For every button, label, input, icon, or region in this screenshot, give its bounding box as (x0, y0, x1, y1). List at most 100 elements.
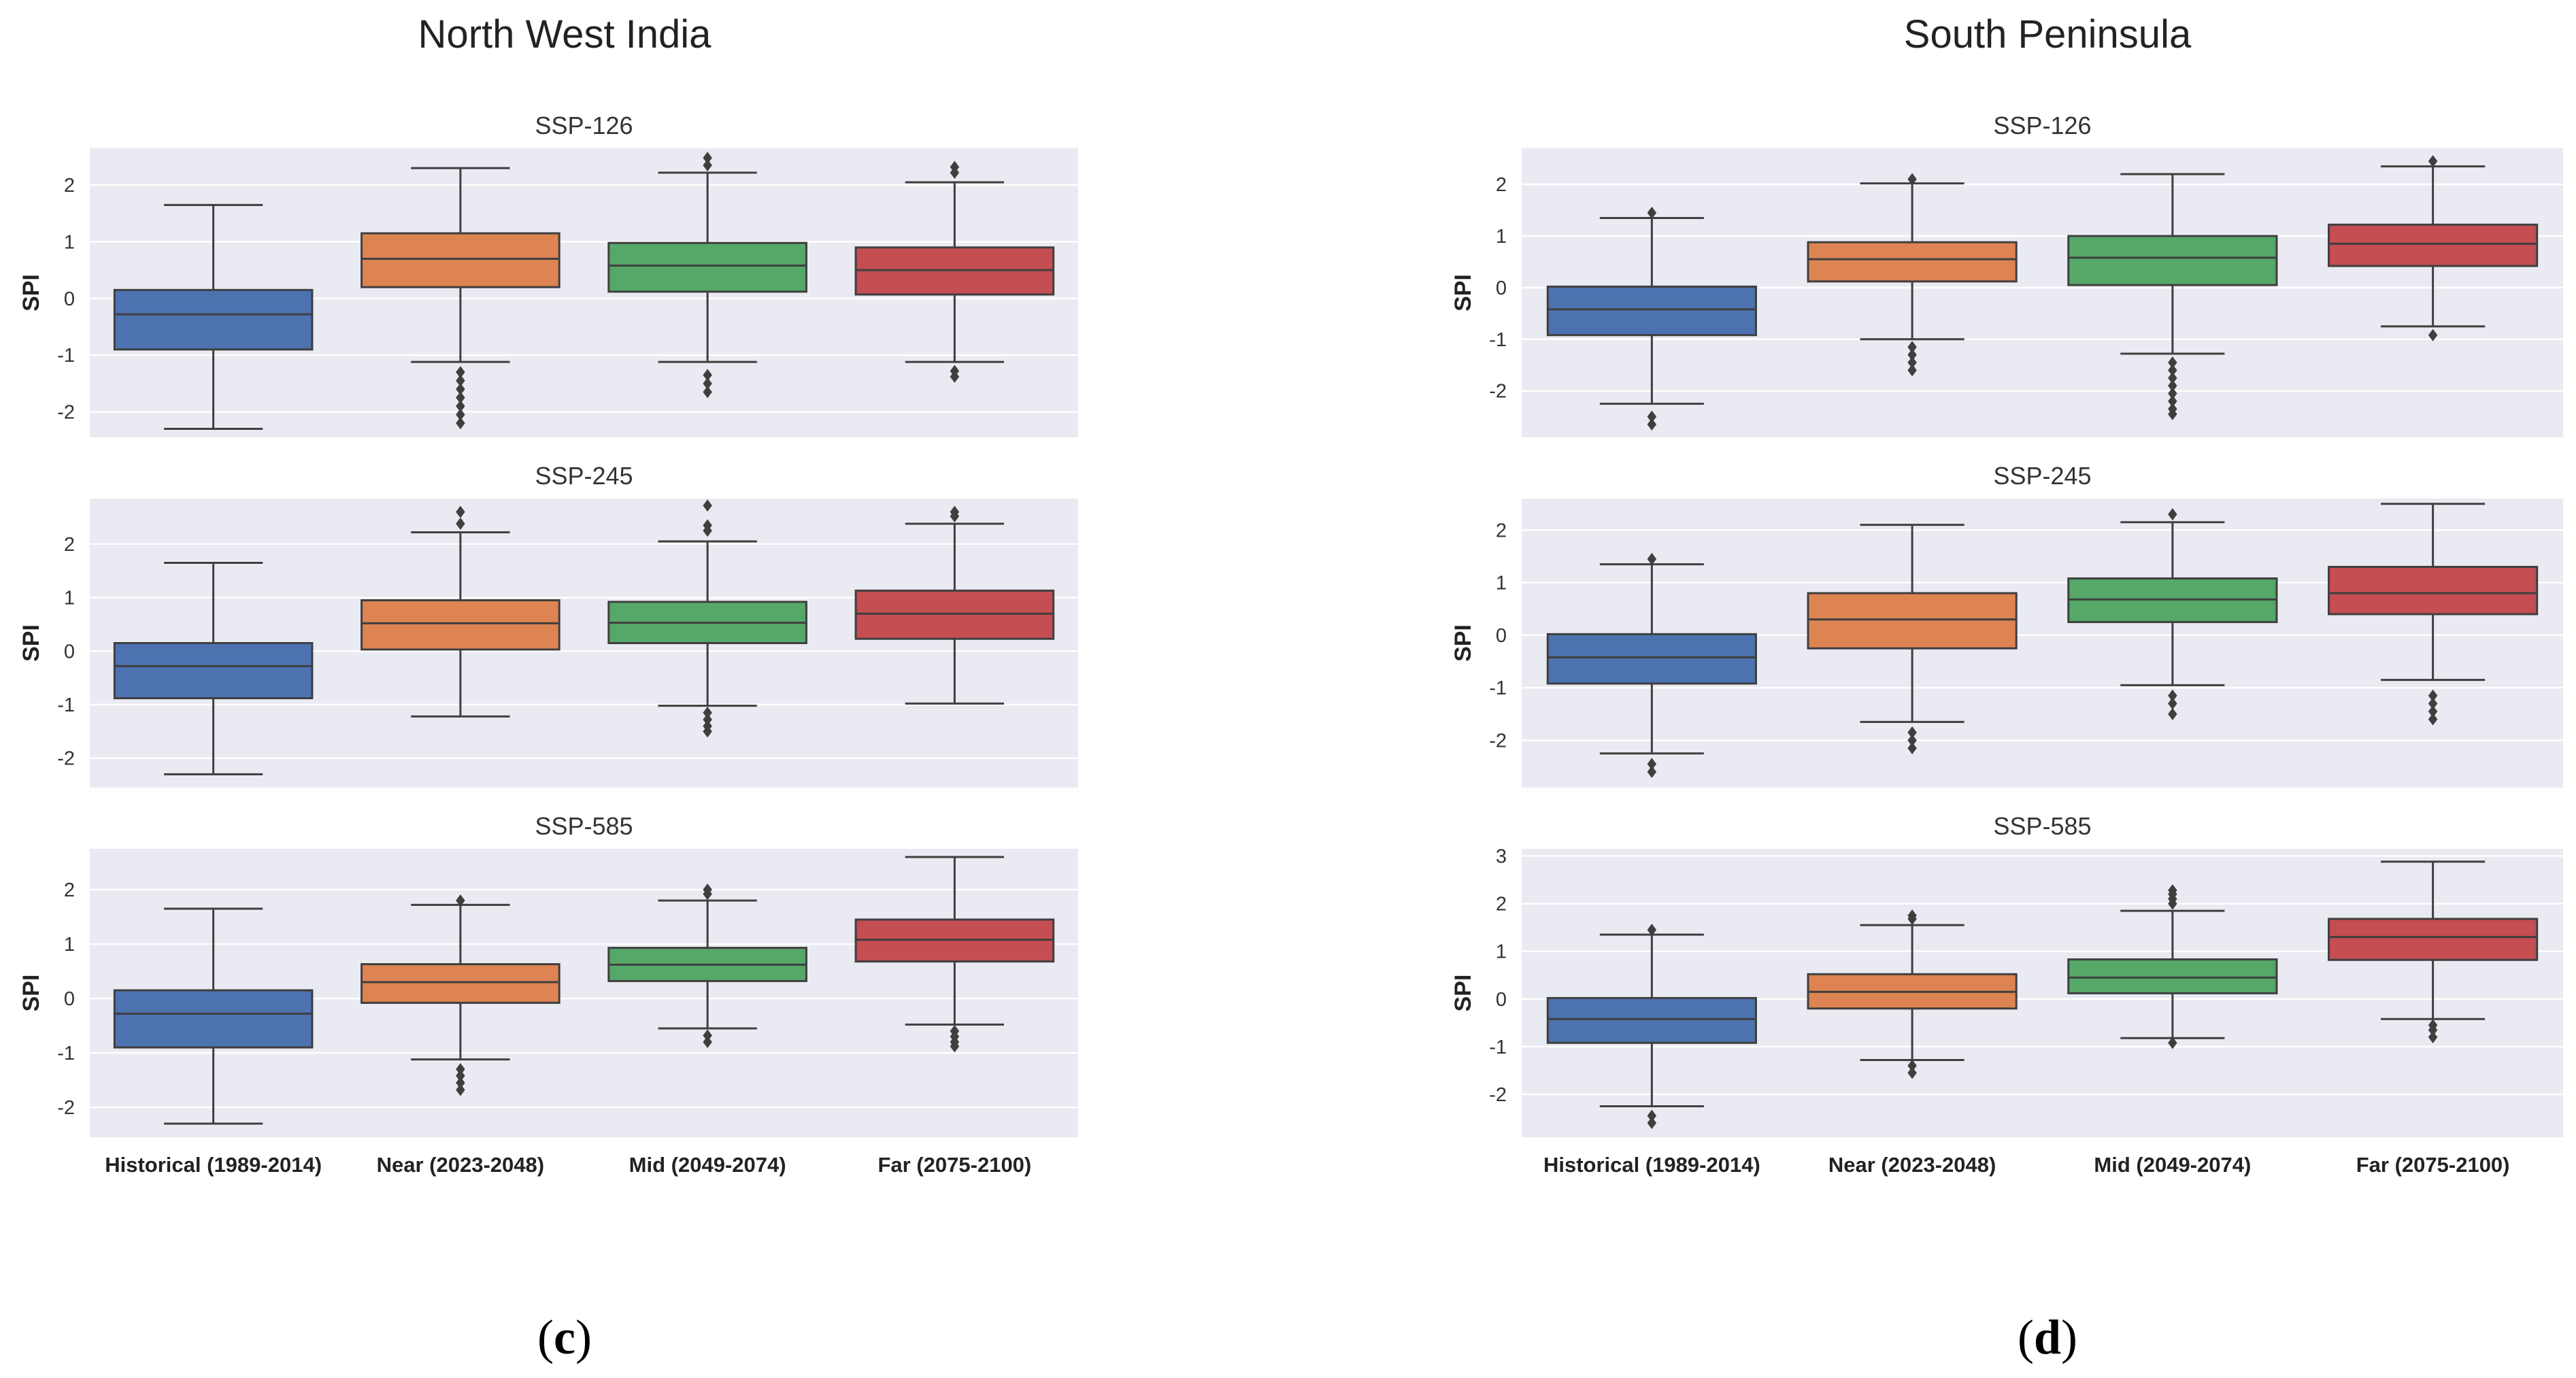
panel-d: South Peninsula -2 -1 0 1 2 SSP-126 SPI -2 -1 0 1 2 S… (1450, 12, 2563, 1364)
y-tick-label: -2 (1489, 730, 1507, 752)
y-tick-label: -1 (1489, 1037, 1507, 1058)
box-iqr (113, 288, 314, 351)
x-category-label: Historical (1989-2014) (1543, 1153, 1760, 1177)
y-tick-label: -2 (1489, 1084, 1507, 1106)
box-2 (361, 505, 561, 718)
box-iqr (1546, 285, 1757, 337)
box-iqr (1807, 592, 2018, 650)
outlier-point (2428, 689, 2438, 702)
paren-close: ) (2061, 1310, 2077, 1364)
box-4 (854, 505, 1055, 705)
y-axis-label: SPI (1450, 624, 1476, 662)
outlier-point (703, 159, 712, 171)
outlier-point (703, 713, 712, 726)
outlier-point (456, 1069, 465, 1082)
x-category-label: Mid (2049-2074) (2094, 1153, 2251, 1177)
outlier-point (703, 369, 712, 382)
outlier-point (703, 1029, 712, 1042)
subplot-ssp-585: -2 -1 0 1 2 3 SSP-585 SPI Historical (1989-2014)… (1450, 812, 2563, 1177)
box-4 (2328, 503, 2539, 726)
box-iqr (2067, 235, 2278, 286)
outlier-point (703, 725, 712, 738)
subplot-title: SSP-245 (1993, 462, 2091, 490)
outlier-point (1907, 742, 1917, 755)
x-category-label: Far (2075-2100) (878, 1153, 1032, 1177)
y-tick-label: -2 (57, 1097, 75, 1119)
outlier-point (456, 408, 465, 421)
outlier-point (950, 1040, 960, 1053)
outlier-point (2168, 697, 2177, 710)
y-tick-label: 2 (64, 879, 75, 901)
outlier-point (2168, 689, 2177, 702)
box-iqr (2067, 958, 2278, 994)
outlier-point (703, 499, 712, 512)
outlier-point (2168, 884, 2177, 896)
outlier-point (1907, 909, 1917, 922)
x-category-label: Historical (1989-2014) (105, 1153, 322, 1177)
outlier-point (1907, 348, 1917, 361)
region-title: North West India (418, 12, 712, 56)
outlier-point (703, 519, 712, 532)
outlier-point (2428, 329, 2438, 341)
panel-label: (c) (537, 1310, 592, 1364)
y-tick-label: 3 (1496, 846, 1507, 868)
region-title: South Peninsula (1904, 12, 2192, 56)
outlier-point (1907, 341, 1917, 354)
outlier-point (2168, 387, 2177, 400)
box-1 (1546, 552, 1757, 778)
y-tick-label: -1 (1489, 677, 1507, 699)
subplot-ssp-245: -2 -1 0 1 2 SSP-245 SPI (18, 462, 1078, 788)
outlier-point (1907, 356, 1917, 369)
outlier-point (456, 1077, 465, 1089)
y-axis-label: SPI (1450, 975, 1476, 1012)
box-iqr (113, 989, 314, 1049)
y-tick-label: 0 (64, 641, 75, 662)
outlier-point (2428, 154, 2438, 167)
outlier-point (703, 386, 712, 399)
outlier-point (1907, 1059, 1917, 1072)
y-axis-label: SPI (18, 624, 44, 662)
y-axis-label: SPI (18, 274, 44, 312)
outlier-point (2168, 356, 2177, 369)
y-tick-label: 1 (64, 232, 75, 254)
subplot-title: SSP-126 (1993, 112, 2091, 139)
y-axis-label: SPI (18, 975, 44, 1012)
outlier-point (1647, 418, 1657, 431)
outlier-point (2168, 371, 2177, 384)
subplot-ssp-126: -2 -1 0 1 2 SSP-126 SPI (1450, 112, 2563, 437)
box-1 (1546, 924, 1757, 1129)
outlier-point (1907, 1066, 1917, 1079)
box-4 (2328, 154, 2539, 341)
subplot-title: SSP-585 (1993, 812, 2091, 840)
outlier-point (1647, 1109, 1657, 1122)
box-1 (113, 561, 314, 775)
box-iqr (1546, 996, 1757, 1044)
box-2 (1807, 524, 2018, 755)
y-tick-label: -1 (57, 1043, 75, 1064)
outlier-point (2168, 394, 2177, 407)
outlier-point (2428, 1024, 2438, 1037)
outlier-point (2428, 713, 2438, 726)
x-category-label: Far (2075-2100) (2356, 1153, 2510, 1177)
outlier-point (2168, 364, 2177, 377)
outlier-point (950, 370, 960, 383)
y-tick-label: 2 (1496, 174, 1507, 196)
outlier-point (1647, 765, 1657, 778)
outlier-point (2428, 1030, 2438, 1043)
paren-close: ) (575, 1310, 592, 1364)
box-2 (1807, 909, 2018, 1079)
outlier-point (456, 1083, 465, 1096)
y-tick-label: -2 (1489, 381, 1507, 403)
outlier-point (950, 161, 960, 173)
outlier-point (1647, 1116, 1657, 1129)
y-tick-label: 1 (64, 934, 75, 956)
outlier-point (703, 377, 712, 390)
outlier-point (456, 505, 465, 518)
box-3 (2067, 508, 2278, 720)
outlier-point (2428, 697, 2438, 710)
box-iqr (2328, 918, 2539, 961)
box-3 (607, 152, 807, 399)
x-category-label: Near (2023-2048) (377, 1153, 544, 1177)
outlier-point (2168, 508, 2177, 521)
